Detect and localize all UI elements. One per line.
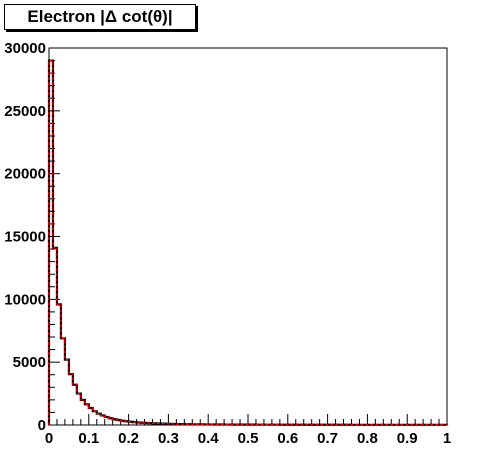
y-tick-label: 20000 <box>4 166 46 183</box>
y-tick-label: 25000 <box>4 103 46 120</box>
x-tick-label: 0.7 <box>317 430 338 447</box>
x-tick-label: 0.5 <box>238 430 259 447</box>
x-tick-label: 0.1 <box>78 430 99 447</box>
x-tick-label: 0 <box>45 430 53 447</box>
plot-frame <box>48 47 448 426</box>
series-red-outline-histogram <box>48 59 448 426</box>
x-tick-label: 0.9 <box>397 430 418 447</box>
histogram-step-line <box>47 59 449 426</box>
x-tick-label: 0.2 <box>118 430 139 447</box>
y-tick-label: 10000 <box>4 291 46 308</box>
x-tick-label: 1 <box>443 430 451 447</box>
x-tick-label: 0.3 <box>158 430 179 447</box>
x-tick-label: 0.8 <box>357 430 378 447</box>
series-black-outline-histogram <box>47 59 449 426</box>
histogram-step-line <box>48 59 448 426</box>
y-tick-label: 0 <box>38 417 46 434</box>
y-tick-label: 5000 <box>13 354 46 371</box>
x-tick-label: 0.6 <box>277 430 298 447</box>
histogram-series <box>47 59 449 426</box>
y-tick-label: 15000 <box>4 229 46 246</box>
chart-title: Electron |Δ cot(θ)| <box>4 4 196 30</box>
x-tick-label: 0.4 <box>198 430 220 447</box>
tick-labels: 0 0.1 0.2 0.3 0.4 0.5 0.6 0.7 0.8 0.9 1 0 5000 10000 1… <box>4 40 451 447</box>
y-tick-label: 30000 <box>4 40 46 57</box>
axis-ticks <box>48 47 448 426</box>
